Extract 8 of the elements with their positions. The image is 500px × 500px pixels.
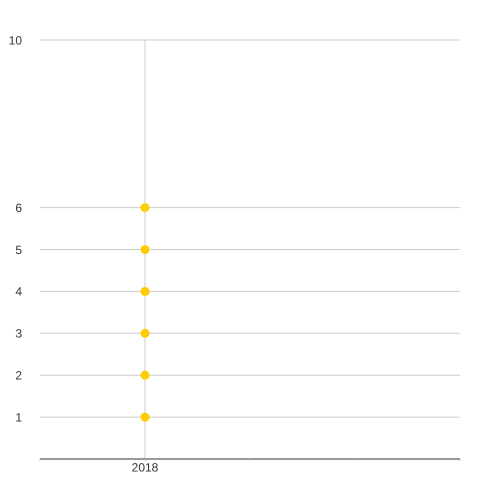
y-tick-label: 5 — [15, 242, 22, 257]
y-tick-label: 10 — [8, 33, 22, 48]
x-tick-label: 2018 — [132, 460, 159, 475]
y-tick-label: 6 — [15, 200, 22, 215]
y-tick-label: 1 — [15, 410, 22, 424]
y-tick-label: 4 — [15, 284, 22, 299]
y-tick-label: 2 — [15, 368, 22, 382]
y-tick-label: 3 — [15, 326, 22, 341]
